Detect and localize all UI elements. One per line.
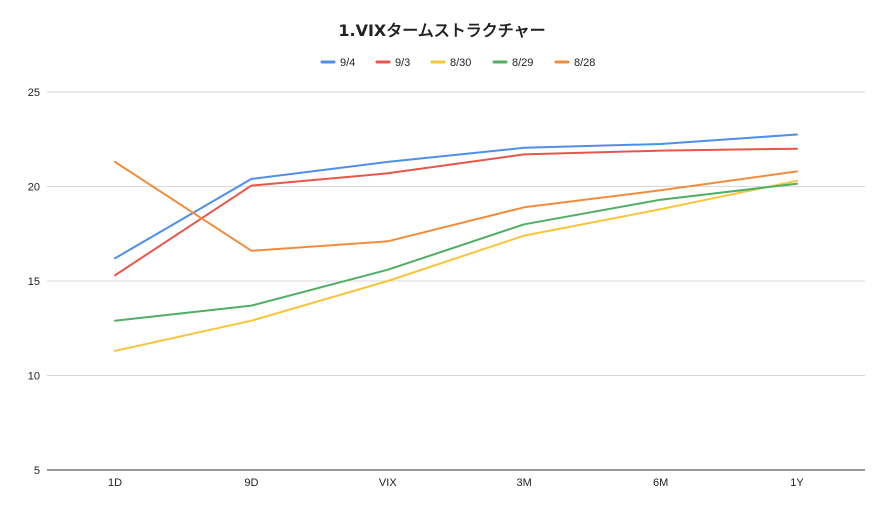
y-tick-label: 20: [28, 182, 40, 194]
series-line-1: [114, 147, 798, 277]
legend-label: 8/30: [450, 57, 471, 69]
y-tick-label: 10: [28, 371, 40, 383]
y-tick-label: 5: [34, 465, 40, 477]
x-tick-label: 3M: [517, 477, 532, 489]
x-tick-label: VIX: [379, 477, 397, 489]
legend-label: 8/29: [512, 57, 533, 69]
series-line-0: [114, 133, 798, 260]
chart-title: 1.VIXタームストラクチャー: [338, 21, 545, 40]
x-tick-label: 1D: [108, 477, 122, 489]
y-axis-ticks: 5 10 15 20 25: [28, 87, 40, 477]
gridlines: [47, 91, 865, 376]
x-axis-ticks: 1D 9D VIX 3M 6M 1Y: [108, 477, 804, 489]
series-line-4: [114, 160, 798, 252]
series-lines: [114, 133, 798, 352]
y-tick-label: 15: [28, 276, 40, 288]
legend-label: 9/3: [395, 57, 410, 69]
y-tick-label: 25: [28, 87, 40, 99]
x-tick-label: 1Y: [790, 477, 804, 489]
x-tick-label: 6M: [653, 477, 668, 489]
series-line-3: [114, 182, 798, 322]
legend-label: 9/4: [340, 57, 355, 69]
series-line-2: [114, 179, 798, 352]
legend-label: 8/28: [574, 57, 595, 69]
legend: 9/4 9/3 8/30 8/29 8/28: [320, 57, 595, 69]
x-tick-label: 9D: [244, 477, 258, 489]
